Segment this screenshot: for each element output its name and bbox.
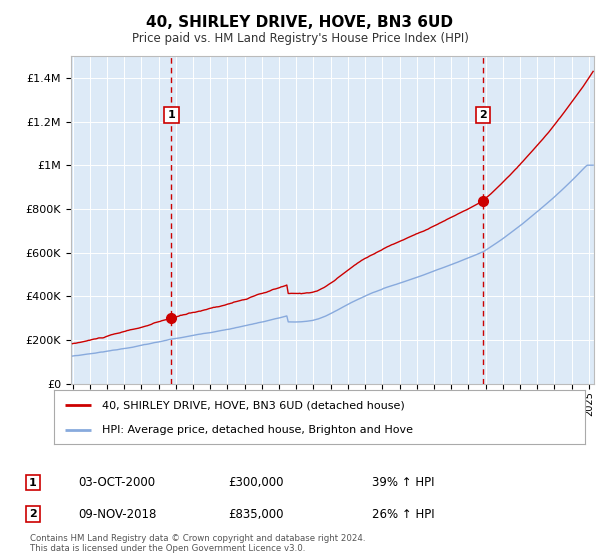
Text: Contains HM Land Registry data © Crown copyright and database right 2024.
This d: Contains HM Land Registry data © Crown c… [30,534,365,553]
Text: 09-NOV-2018: 09-NOV-2018 [78,507,157,521]
Text: Price paid vs. HM Land Registry's House Price Index (HPI): Price paid vs. HM Land Registry's House … [131,32,469,45]
Text: 2: 2 [29,509,37,519]
Text: HPI: Average price, detached house, Brighton and Hove: HPI: Average price, detached house, Brig… [102,425,413,435]
Text: £300,000: £300,000 [228,476,284,489]
Text: 1: 1 [167,110,175,120]
Text: 2: 2 [479,110,487,120]
Text: 1: 1 [29,478,37,488]
Text: 26% ↑ HPI: 26% ↑ HPI [372,507,434,521]
Text: 03-OCT-2000: 03-OCT-2000 [78,476,155,489]
Text: 40, SHIRLEY DRIVE, HOVE, BN3 6UD: 40, SHIRLEY DRIVE, HOVE, BN3 6UD [146,15,454,30]
Text: 39% ↑ HPI: 39% ↑ HPI [372,476,434,489]
Text: 40, SHIRLEY DRIVE, HOVE, BN3 6UD (detached house): 40, SHIRLEY DRIVE, HOVE, BN3 6UD (detach… [102,400,404,410]
Text: £835,000: £835,000 [228,507,284,521]
